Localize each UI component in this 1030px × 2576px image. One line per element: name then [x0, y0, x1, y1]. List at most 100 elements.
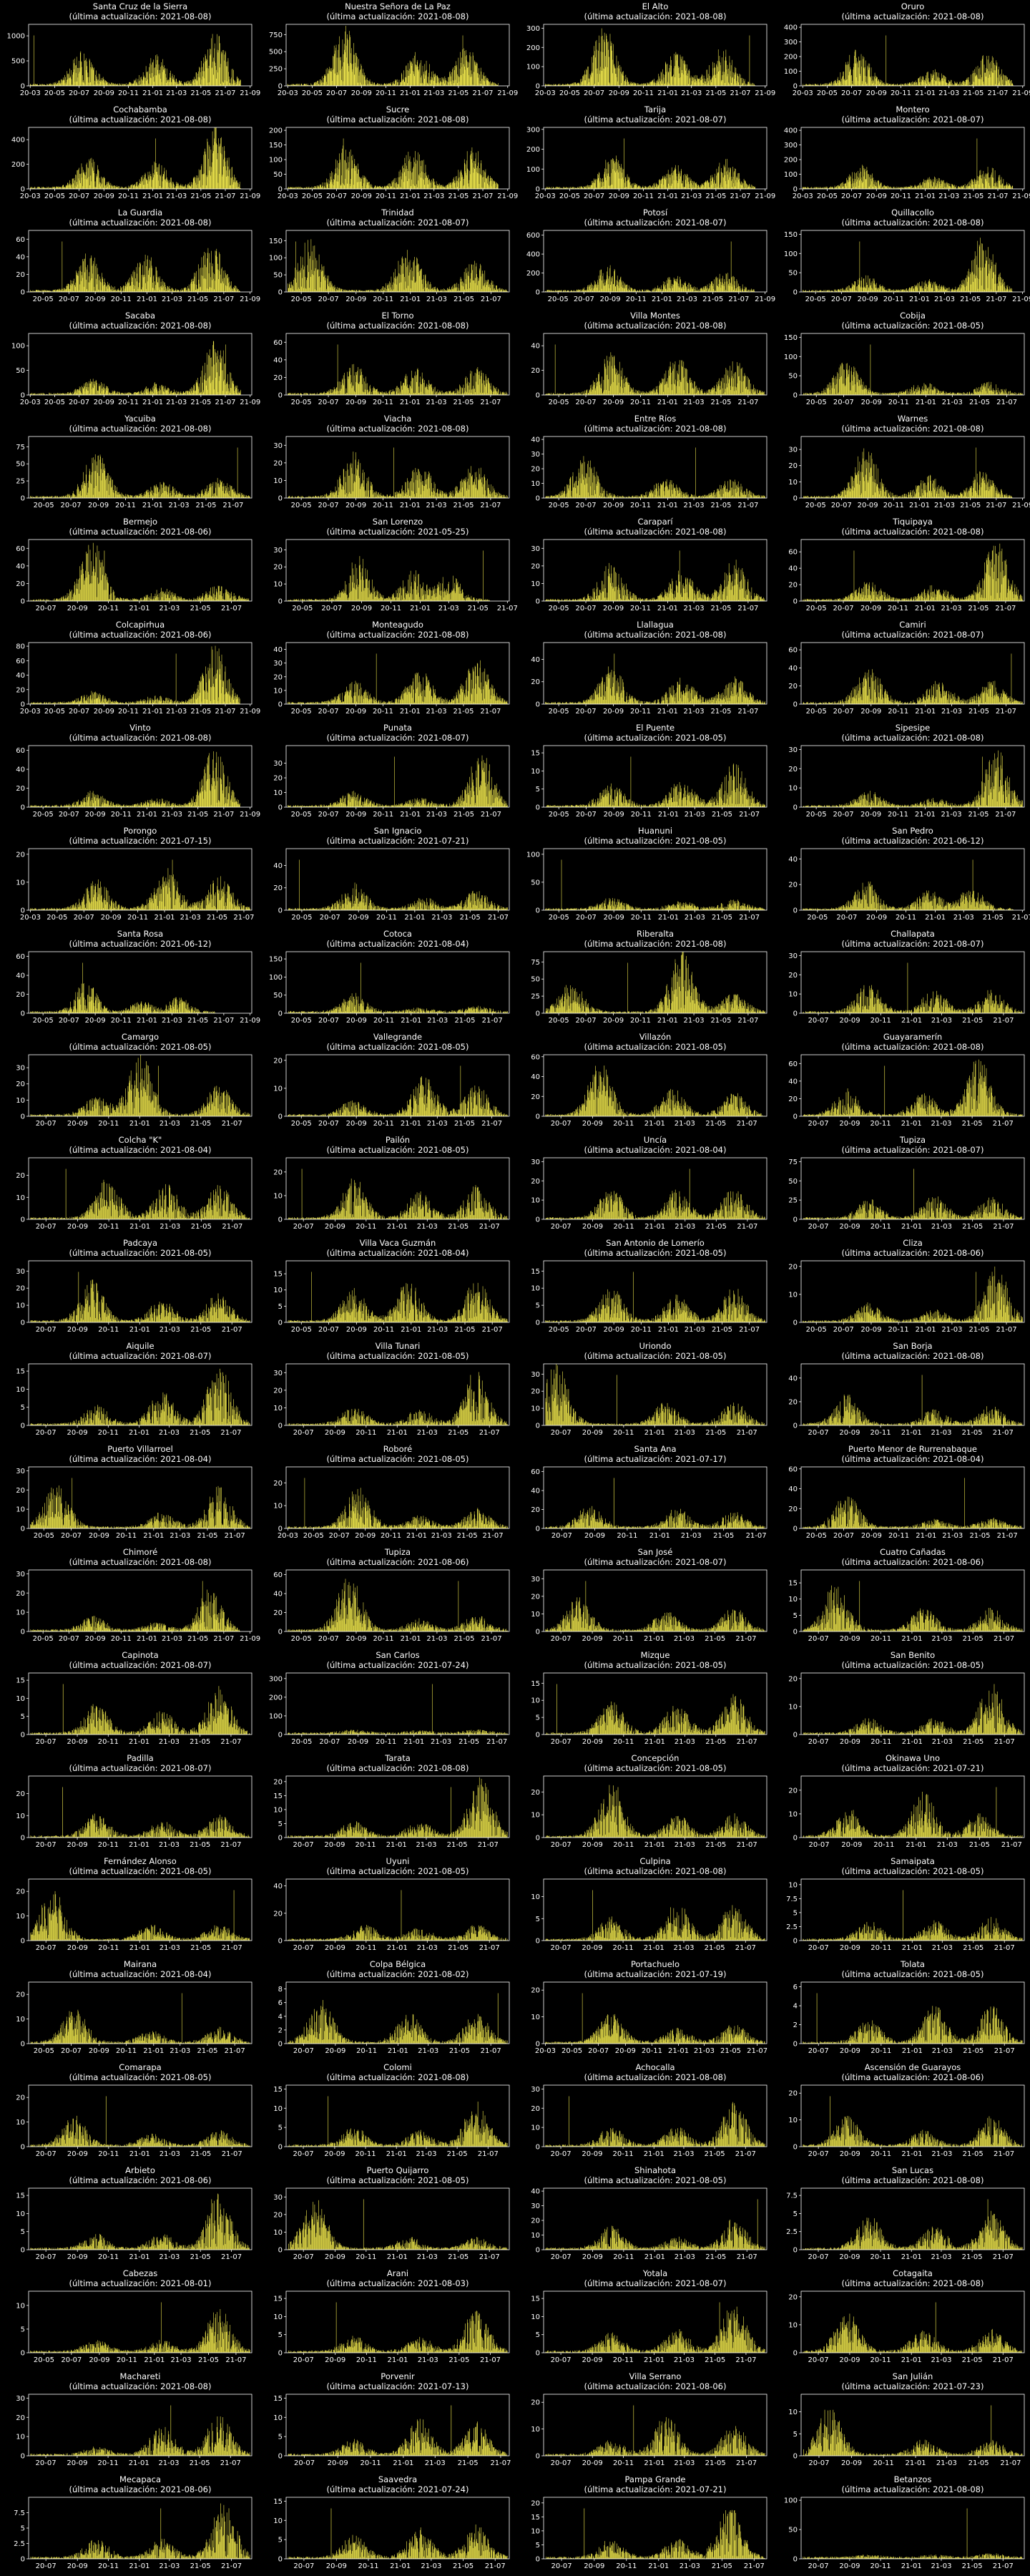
bar — [187, 84, 188, 86]
bar — [180, 289, 181, 292]
bar — [863, 57, 865, 86]
bar — [954, 187, 956, 189]
bar — [137, 182, 138, 189]
bar — [971, 184, 972, 189]
bar — [69, 185, 70, 189]
bar — [871, 181, 872, 189]
bar — [912, 81, 913, 86]
bar — [138, 287, 139, 292]
bar — [654, 182, 655, 189]
bar — [682, 186, 684, 189]
bar — [117, 83, 119, 86]
bar — [880, 182, 881, 189]
bar — [594, 57, 596, 86]
bar — [127, 84, 128, 86]
bar — [179, 290, 180, 292]
bar — [97, 289, 99, 292]
bar — [938, 187, 939, 189]
bar — [987, 59, 989, 86]
bar — [355, 167, 357, 189]
bar — [421, 83, 423, 86]
bar — [481, 79, 483, 86]
bar — [336, 181, 337, 189]
bar — [371, 185, 373, 189]
bar — [237, 289, 238, 292]
bar — [114, 84, 116, 86]
bar — [730, 76, 731, 86]
bar — [60, 290, 61, 292]
bar — [85, 267, 87, 292]
bar — [192, 79, 193, 86]
bar — [167, 182, 168, 189]
bar — [563, 187, 564, 189]
bar — [109, 287, 111, 292]
bar — [49, 187, 50, 189]
bar — [947, 184, 948, 189]
bar — [659, 81, 661, 86]
bar — [426, 82, 428, 86]
bar — [664, 83, 666, 86]
bar — [176, 291, 177, 292]
bar — [709, 187, 710, 189]
bar — [140, 289, 142, 292]
bar — [175, 82, 176, 86]
bar — [119, 83, 121, 86]
bar — [471, 147, 473, 189]
bar — [461, 57, 462, 86]
bar — [693, 182, 694, 189]
bar — [74, 285, 75, 292]
bar — [997, 77, 999, 86]
bar — [597, 173, 598, 189]
bar — [625, 74, 627, 86]
bar — [45, 291, 46, 292]
bar — [997, 187, 998, 189]
bar — [325, 69, 327, 86]
bar — [697, 185, 699, 189]
bar — [159, 74, 160, 86]
bar — [132, 278, 133, 292]
bar — [850, 177, 851, 189]
bar — [599, 74, 600, 86]
bar — [54, 289, 55, 292]
bar — [896, 186, 898, 189]
bar — [99, 290, 100, 292]
bar — [651, 82, 652, 86]
bar — [690, 180, 691, 189]
bar — [983, 184, 984, 189]
bar — [639, 186, 640, 189]
bar — [619, 64, 620, 86]
bar — [139, 262, 140, 292]
x-tick-label: 21-07 — [987, 89, 1008, 97]
bar — [331, 180, 333, 189]
bar — [871, 81, 872, 86]
bar — [577, 83, 579, 86]
bar — [32, 290, 34, 292]
bar — [346, 169, 348, 189]
bar — [647, 187, 649, 189]
bar — [323, 77, 324, 86]
bar — [626, 187, 627, 189]
bar — [415, 52, 416, 86]
bar — [644, 84, 646, 86]
bar — [232, 69, 233, 86]
axes-frame — [28, 127, 252, 190]
bar — [137, 85, 138, 86]
bar — [857, 179, 858, 189]
bar — [466, 62, 468, 86]
bar — [429, 178, 430, 189]
bar — [419, 62, 421, 86]
bar — [977, 77, 978, 86]
bar — [644, 187, 646, 189]
bar — [943, 180, 944, 189]
bar — [690, 84, 691, 86]
bar — [193, 280, 195, 292]
bar — [412, 63, 413, 86]
bar — [618, 160, 619, 189]
bar — [410, 73, 411, 86]
bar — [484, 81, 485, 86]
bar — [227, 61, 228, 86]
bar — [208, 145, 210, 189]
bar — [313, 84, 314, 86]
bar — [683, 74, 684, 86]
bar — [810, 84, 811, 86]
